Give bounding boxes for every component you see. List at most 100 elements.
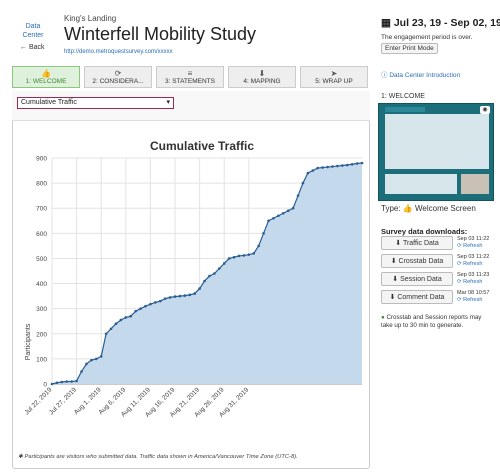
- tab-2[interactable]: ⟳ 2: CONSIDERA...: [84, 66, 152, 88]
- footnote-text: Participants are visitors who submitted …: [24, 454, 298, 460]
- data-point: [124, 316, 128, 319]
- download-button[interactable]: ⬇ Traffic Data: [381, 236, 453, 250]
- tab-3[interactable]: ≡ 3: STATEMENTS: [156, 66, 224, 88]
- refresh-link[interactable]: ⟳ Refresh: [457, 243, 482, 250]
- generation-note-text: Crosstab and Session reports may take up…: [381, 314, 482, 329]
- series-line: [51, 162, 363, 385]
- data-point: [341, 164, 344, 167]
- data-center-intro-link[interactable]: ⓘ Data Center Introduction: [381, 69, 460, 79]
- tab-4[interactable]: ⬇ 4: MAPPING: [228, 66, 296, 88]
- data-point: [163, 297, 167, 300]
- data-point: [208, 274, 211, 278]
- data-point: [178, 294, 182, 298]
- preview-image: [461, 174, 489, 194]
- survey-url-link[interactable]: http://demo.metroquestsurvey.com/xxxxx: [64, 49, 173, 55]
- back-button[interactable]: ← Back: [20, 44, 45, 51]
- data-point: [94, 357, 98, 361]
- refresh-link[interactable]: ⟳ Refresh: [457, 297, 482, 304]
- refresh-label: Refresh: [463, 279, 483, 285]
- y-tick-label: 800: [36, 181, 47, 188]
- data-point: [355, 162, 359, 165]
- data-point: [262, 232, 265, 235]
- data-point: [188, 293, 192, 297]
- back-label: Back: [28, 44, 45, 51]
- thumbs-up-icon: 👍: [402, 204, 413, 213]
- tab-5[interactable]: ➤ 5: WRAP UP: [300, 66, 368, 88]
- download-date: Sep 03 11:23: [457, 272, 490, 278]
- data-point: [296, 194, 300, 197]
- download-label: Session Data: [400, 276, 442, 283]
- refresh-label: Refresh: [463, 261, 483, 267]
- data-point: [158, 299, 162, 303]
- download-label: Traffic Data: [402, 240, 439, 247]
- tab-1[interactable]: 👍 1: WELCOME: [12, 66, 80, 88]
- cumulative-traffic-chart: Cumulative Traffic Participants 0 100 200 3…: [23, 139, 364, 419]
- download-icon: ⬇: [392, 276, 401, 283]
- engagement-date-range: ▦ Jul 23, 19 - Sep 02, 19: [381, 17, 500, 29]
- data-point: [50, 382, 54, 386]
- intro-link-label: Data Center Introduction: [389, 72, 461, 79]
- data-point: [173, 295, 177, 298]
- data-center-link[interactable]: Data Center: [16, 22, 50, 40]
- preview-footer-area: [385, 174, 457, 194]
- data-point: [232, 255, 236, 259]
- period-note: The engagement period is over.: [381, 34, 473, 41]
- chart-type-select[interactable]: Cumulative Traffic ▾: [17, 97, 174, 109]
- refresh-icon: ⟳: [114, 69, 122, 78]
- data-point: [183, 294, 187, 297]
- data-point: [109, 327, 113, 331]
- date-range-text: Jul 23, 19 - Sep 02, 19: [393, 17, 500, 29]
- data-point: [168, 296, 172, 299]
- eye-icon[interactable]: ◉: [480, 106, 490, 114]
- download-icon: ⬇: [390, 258, 399, 265]
- download-button[interactable]: ⬇ Crosstab Data: [381, 254, 453, 268]
- y-tick-label: 600: [36, 231, 47, 238]
- data-point: [291, 206, 295, 210]
- data-point: [257, 244, 260, 248]
- tab-label: 3: STATEMENTS: [165, 78, 215, 85]
- data-point: [90, 358, 93, 362]
- data-point: [277, 214, 280, 218]
- data-point: [129, 314, 133, 318]
- data-point: [55, 381, 59, 385]
- downloads-title: Survey data downloads:: [381, 227, 468, 236]
- info-icon: ●: [381, 314, 385, 321]
- data-point: [267, 219, 270, 223]
- data-point: [247, 253, 251, 256]
- data-center-label: Data Center: [22, 23, 44, 39]
- print-mode-button[interactable]: Enter Print Mode: [381, 43, 438, 54]
- data-point: [203, 279, 206, 283]
- send-icon: ➤: [330, 69, 338, 78]
- y-tick-label: 700: [36, 206, 47, 213]
- download-button[interactable]: ⬇ Comment Data: [381, 290, 453, 304]
- data-point: [134, 309, 137, 313]
- refresh-link[interactable]: ⟳ Refresh: [457, 261, 482, 268]
- refresh-link[interactable]: ⟳ Refresh: [457, 279, 482, 286]
- data-point: [198, 287, 201, 290]
- data-point: [70, 380, 73, 383]
- y-axis-label: Participants: [25, 323, 32, 360]
- data-point: [154, 301, 157, 304]
- y-tick-label: 100: [36, 356, 47, 363]
- download-button[interactable]: ⬇ Session Data: [381, 272, 453, 286]
- map-marker-icon: ⬇: [258, 69, 266, 78]
- data-point: [316, 166, 320, 170]
- data-point: [149, 302, 152, 306]
- data-point: [213, 272, 216, 275]
- type-value: Welcome Screen: [415, 204, 476, 213]
- data-point: [75, 379, 78, 383]
- info-icon: ⓘ: [381, 72, 388, 79]
- tab-label: 1: WELCOME: [25, 78, 67, 85]
- refresh-icon: ⟳: [457, 297, 464, 303]
- download-icon: ⬇: [395, 240, 403, 247]
- screen-preview-thumbnail[interactable]: ◉: [378, 103, 494, 201]
- page-title: Winterfell Mobility Study: [64, 24, 257, 44]
- y-tick-label: 400: [36, 281, 47, 288]
- data-point: [350, 162, 354, 166]
- data-point: [114, 322, 118, 326]
- type-label: Type:: [381, 204, 401, 213]
- tab-label: 5: WRAP UP: [315, 78, 353, 85]
- data-point: [227, 257, 231, 260]
- area-fill: [52, 163, 362, 384]
- project-subtitle: King's Landing: [64, 14, 117, 23]
